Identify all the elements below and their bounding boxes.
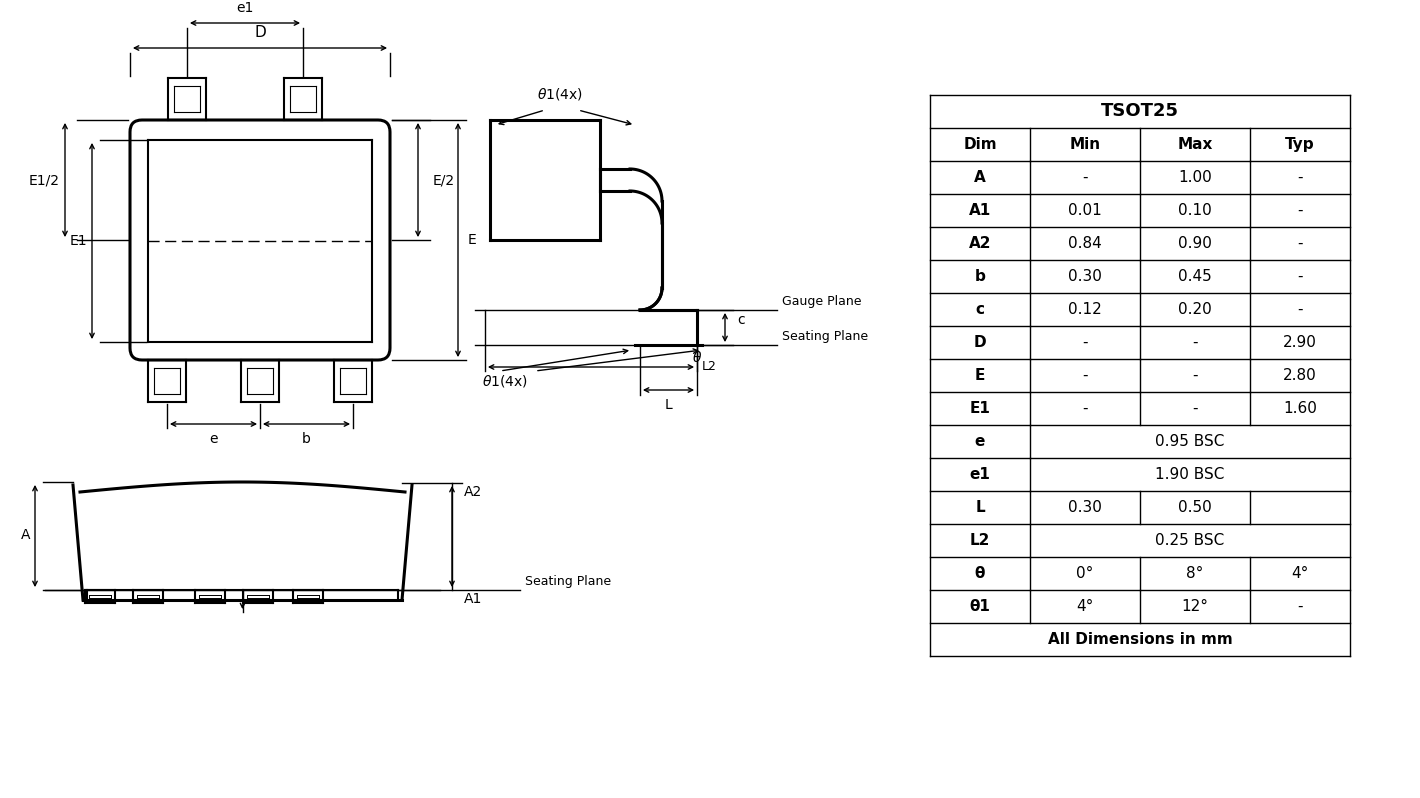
Text: L: L [976,500,985,515]
Text: 0.50: 0.50 [1179,500,1211,515]
Text: All Dimensions in mm: All Dimensions in mm [1048,632,1233,647]
Text: A1: A1 [968,203,991,218]
Text: -: - [1298,599,1302,614]
Text: 2.80: 2.80 [1284,368,1316,383]
Text: E1: E1 [70,234,87,248]
Text: A2: A2 [464,485,483,499]
Text: e1: e1 [970,467,990,482]
Text: A: A [20,528,30,542]
Text: TSOT25: TSOT25 [1100,102,1179,120]
Text: 4°: 4° [1076,599,1093,614]
Text: 0.95 BSC: 0.95 BSC [1156,434,1224,449]
Text: Typ: Typ [1285,137,1315,152]
Text: c: c [737,314,744,327]
Text: Dim: Dim [963,137,997,152]
Text: L: L [665,398,673,412]
Text: -: - [1298,170,1302,185]
Text: Seating Plane: Seating Plane [525,575,611,588]
Text: E1: E1 [970,401,990,416]
Text: e: e [209,432,217,446]
Text: 0.45: 0.45 [1179,269,1211,284]
Text: -: - [1082,401,1088,416]
Text: 1.00: 1.00 [1179,170,1211,185]
Text: 0.01: 0.01 [1068,203,1102,218]
Text: e: e [974,434,985,449]
Text: 0.12: 0.12 [1068,302,1102,317]
Text: -: - [1193,401,1197,416]
Text: e1: e1 [236,1,254,15]
Text: E1/2: E1/2 [28,173,60,187]
Text: D: D [254,25,266,40]
Text: 0.25 BSC: 0.25 BSC [1156,533,1224,548]
Text: -: - [1082,368,1088,383]
Text: $\theta$1(4x): $\theta$1(4x) [537,86,584,102]
Text: -: - [1298,302,1302,317]
Text: -: - [1193,368,1197,383]
Text: -: - [1298,203,1302,218]
Text: 0°: 0° [1076,566,1093,581]
Text: θ: θ [974,566,985,581]
Text: -: - [1298,236,1302,251]
Text: E: E [469,233,477,247]
Text: 4°: 4° [1291,566,1309,581]
Text: L2: L2 [970,533,990,548]
Text: c: c [976,302,984,317]
Text: 1.90 BSC: 1.90 BSC [1156,467,1224,482]
Text: 8°: 8° [1186,566,1204,581]
Text: L2: L2 [701,361,717,373]
Text: $\theta$: $\theta$ [692,350,703,365]
Text: 1.60: 1.60 [1284,401,1316,416]
Text: -: - [1082,335,1088,350]
Text: D: D [974,335,987,350]
Text: 0.30: 0.30 [1068,500,1102,515]
Text: A2: A2 [968,236,991,251]
Text: 0.10: 0.10 [1179,203,1211,218]
Text: $\theta$1(4x): $\theta$1(4x) [481,373,528,389]
Text: E: E [974,368,985,383]
Text: -: - [1298,269,1302,284]
Text: 12°: 12° [1181,599,1208,614]
Text: Max: Max [1177,137,1213,152]
Text: 2.90: 2.90 [1284,335,1316,350]
Text: 0.20: 0.20 [1179,302,1211,317]
Text: 0.30: 0.30 [1068,269,1102,284]
Text: A1: A1 [464,592,483,606]
Text: Min: Min [1069,137,1100,152]
Text: A: A [974,170,985,185]
Text: -: - [1193,335,1197,350]
Text: θ1: θ1 [970,599,990,614]
Text: Seating Plane: Seating Plane [782,330,868,343]
Text: b: b [302,432,311,446]
Text: b: b [974,269,985,284]
Text: 0.84: 0.84 [1068,236,1102,251]
Text: E/2: E/2 [433,173,456,187]
Text: Gauge Plane: Gauge Plane [782,295,862,308]
Text: 0.90: 0.90 [1179,236,1211,251]
Text: -: - [1082,170,1088,185]
